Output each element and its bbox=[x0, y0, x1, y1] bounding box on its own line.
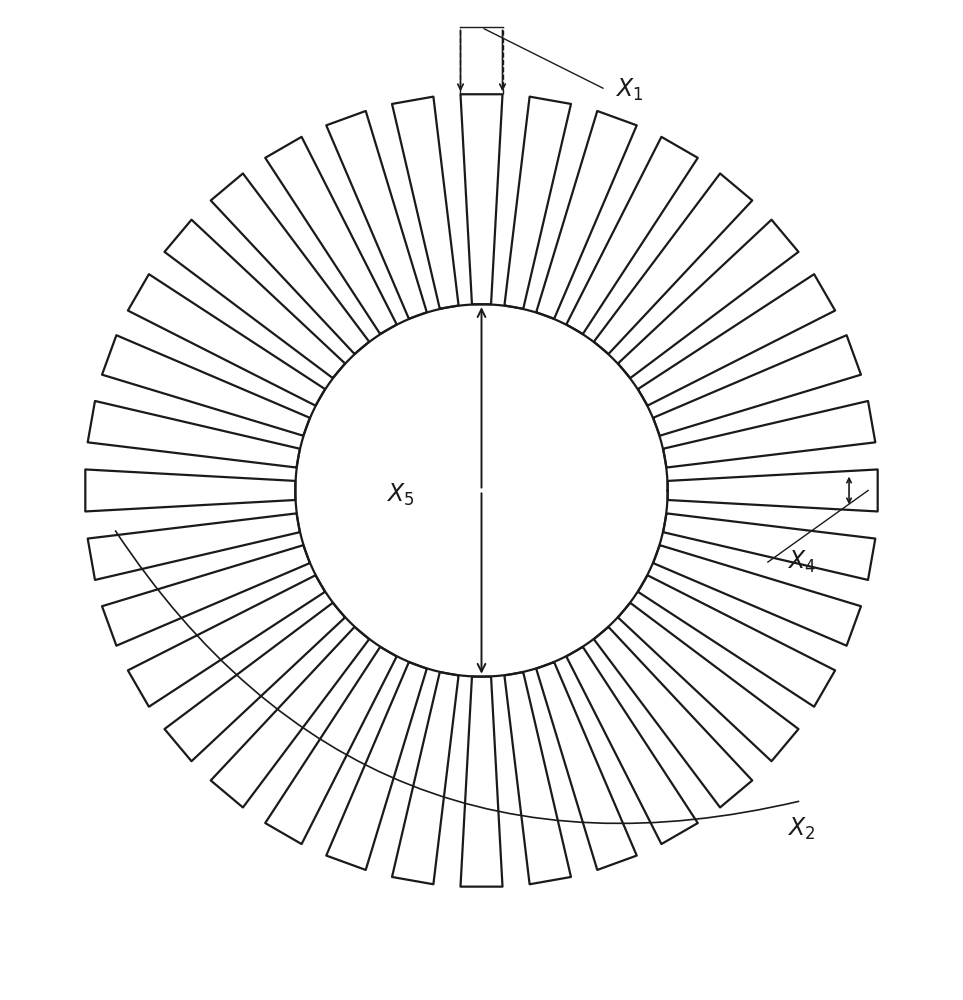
Text: $X_2$: $X_2$ bbox=[788, 816, 816, 842]
Text: $X_4$: $X_4$ bbox=[787, 549, 816, 575]
Text: $X_5$: $X_5$ bbox=[386, 482, 414, 508]
Text: $X_1$: $X_1$ bbox=[615, 76, 643, 103]
